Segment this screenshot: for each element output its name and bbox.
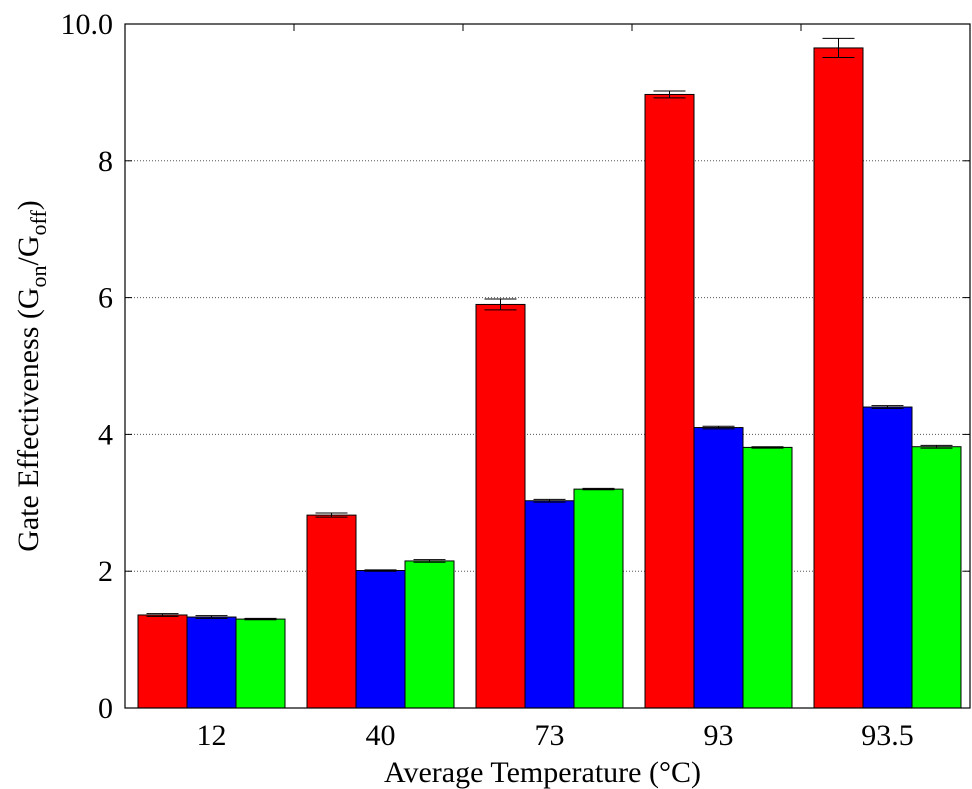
bar-40-s1	[355, 570, 406, 709]
bar-40-s0	[306, 514, 357, 709]
bar-40-s2	[404, 560, 455, 709]
x-tick-labels: 12 40 73 93 93.5	[197, 719, 914, 752]
bar-93.5-s0	[813, 47, 864, 709]
y-tick-label-2: 4	[98, 418, 113, 451]
bar-93.5-s1	[862, 406, 913, 709]
bar-12-s2	[235, 618, 286, 709]
y-tick-label-5: 10.0	[61, 8, 114, 41]
bar-93-s0	[644, 93, 695, 709]
x-tick-label-4: 93.5	[861, 719, 914, 752]
y-axis-label: Gate Effectiveness (Gon/Goff)	[12, 200, 51, 552]
plot-frame	[124, 23, 971, 709]
y-tick-label-3: 6	[98, 282, 113, 315]
bar-93-s2	[742, 446, 793, 709]
x-axis-label: Average Temperature (°C)	[384, 756, 701, 789]
y-axis-label-mid: /G	[12, 235, 45, 265]
bar-93.5-s2	[911, 446, 962, 709]
x-tick-label-0: 12	[197, 719, 227, 752]
bar-groups	[137, 37, 962, 709]
y-tick-label-1: 2	[98, 555, 113, 588]
axes	[124, 23, 971, 709]
y-axis-label-suffix: )	[12, 200, 45, 210]
bar-73-s1	[524, 500, 575, 709]
x-tick-label-3: 93	[704, 719, 734, 752]
y-axis-label-sub-on: on	[26, 265, 51, 287]
bar-12-s0	[137, 614, 188, 709]
bar-73-s2	[573, 488, 624, 709]
y-axis-label-sub-off: off	[26, 210, 51, 236]
bar-93-s1	[693, 427, 744, 709]
bar-12-s1	[186, 616, 237, 709]
x-tick-label-1: 40	[366, 719, 396, 752]
y-tick-label-4: 8	[98, 145, 113, 178]
y-tick-labels: 0 2 4 6 8 10.0	[61, 8, 114, 725]
bar-73-s0	[475, 303, 526, 709]
y-tick-label-0: 0	[98, 692, 113, 725]
y-axis-label-prefix: Gate Effectiveness (G	[12, 287, 45, 551]
x-tick-label-2: 73	[535, 719, 565, 752]
